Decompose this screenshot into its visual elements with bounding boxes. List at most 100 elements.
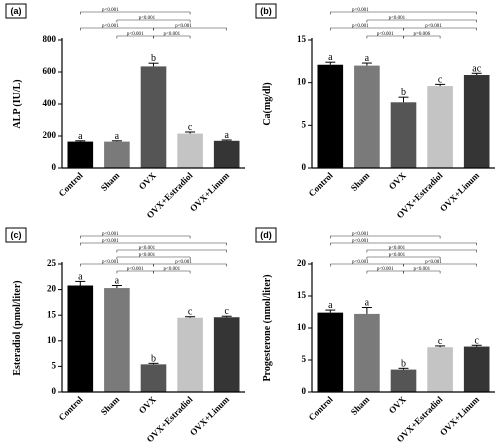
significance-letter: ac [472, 63, 481, 74]
y-tick-label: 25 [47, 258, 57, 268]
chart-panel: (c) Esteradiol (pmol/liter) 0 5 10 15 20 25 a Con… [5, 227, 245, 444]
y-tick-label: 20 [297, 258, 307, 268]
x-tick-label: Sham [99, 170, 122, 193]
significance-letter: a [78, 131, 83, 142]
p-value: p<0.001 [139, 246, 156, 251]
y-tick-label: 10 [47, 335, 57, 345]
significance-letter: a [115, 131, 120, 142]
panel-label-box [255, 3, 277, 19]
p-value: p<0.001 [377, 32, 394, 37]
bar [177, 133, 203, 168]
x-tick-label: OVX [387, 170, 409, 192]
significance-letter: c [438, 336, 443, 347]
bar [463, 346, 490, 392]
bar [104, 288, 130, 392]
y-tick-label: 800 [43, 34, 57, 44]
y-tick-label: 5 [302, 119, 307, 129]
p-value: p<0.001 [352, 24, 369, 29]
significance-letter: a [365, 53, 370, 64]
y-tick-label: 5 [52, 360, 57, 370]
p-value: p<0.001 [102, 24, 119, 29]
bar [140, 66, 167, 168]
x-tick-label: OVX+Linum [438, 394, 482, 438]
chart-panel: (d) Progesterone (nmol/liter) 0 5 10 15 20 a Con… [255, 227, 495, 444]
significance-letter: b [151, 353, 156, 364]
panel-label-box [5, 227, 27, 243]
x-tick-label: Sham [99, 394, 122, 417]
p-value: p<0.001 [425, 260, 442, 265]
x-tick-label: Control [307, 394, 336, 423]
bar [140, 364, 167, 392]
y-axis-label: Ca(mg/dl) [262, 82, 273, 125]
significance-letter: c [188, 122, 193, 133]
bar [427, 347, 453, 392]
p-value: p<0.001 [102, 260, 119, 265]
x-tick-label: OVX [387, 394, 409, 416]
bar [67, 285, 94, 392]
y-tick-label: 400 [43, 98, 57, 108]
significance-letter: a [115, 276, 120, 287]
significance-letter: b [401, 87, 406, 98]
p-value: p<0.001 [352, 260, 369, 265]
x-tick-label: OVX [137, 394, 159, 416]
x-tick-label: Sham [349, 170, 372, 193]
p-value: p<0.001 [127, 267, 144, 272]
bar [104, 141, 130, 168]
p-value: p<0.001 [164, 267, 181, 272]
p-value: p<0.001 [389, 16, 406, 21]
p-value: p<0.001 [102, 239, 119, 244]
significance-letter: c [224, 306, 229, 317]
y-tick-label: 0 [302, 386, 307, 396]
p-value: p<0.001 [175, 260, 192, 265]
p-value: p<0.001 [139, 16, 156, 21]
significance-letter: a [365, 298, 370, 309]
p-value: p<0.001 [175, 24, 192, 29]
bar [463, 74, 490, 168]
y-tick-label: 0 [52, 162, 57, 172]
y-tick-label: 0 [52, 386, 57, 396]
bar [354, 313, 380, 392]
p-value: p<0.001 [102, 232, 119, 237]
panel-label: (a) [11, 6, 22, 16]
significance-letter: c [438, 74, 443, 85]
y-tick-label: 10 [297, 77, 307, 87]
p-value: p<0.001 [352, 8, 369, 13]
x-tick-label: Control [307, 170, 336, 199]
bar [67, 141, 94, 168]
p-value: p<0.001 [127, 32, 144, 37]
y-tick-label: 600 [43, 66, 57, 76]
panel-label: (c) [11, 230, 22, 240]
panel-label: (d) [260, 230, 272, 240]
bar [317, 64, 344, 168]
p-value: p=0.006 [414, 32, 431, 37]
p-value: p<0.001 [139, 253, 156, 258]
p-value: p<0.001 [352, 239, 369, 244]
bar [354, 65, 380, 168]
y-tick-label: 15 [297, 34, 307, 44]
bar [317, 312, 344, 392]
y-axis-label: Esteradiol (pmol/liter) [12, 280, 23, 375]
y-tick-label: 200 [43, 130, 57, 140]
x-tick-label: OVX [137, 170, 159, 192]
bar [213, 317, 240, 392]
panel-label-box [5, 3, 27, 19]
bar [177, 317, 203, 392]
significance-letter: c [474, 335, 479, 346]
y-tick-label: 15 [297, 290, 307, 300]
x-tick-label: Sham [349, 394, 372, 417]
chart-panel: (b) Ca(mg/dl) 0 5 10 15 a Control a Sham b OVX c OVX+… [255, 3, 495, 220]
p-value: p<0.001 [102, 8, 119, 13]
x-tick-label: OVX+Linum [188, 394, 232, 438]
significance-letter: a [78, 271, 83, 282]
significance-letter: a [224, 130, 229, 141]
p-value: p<0.001 [164, 32, 181, 37]
p-value: p<0.001 [389, 246, 406, 251]
p-value: p<0.001 [414, 267, 431, 272]
y-tick-label: 5 [302, 354, 307, 364]
y-axis-label: Progesterone (nmol/liter) [262, 274, 273, 381]
bar [427, 86, 453, 168]
significance-letter: a [328, 300, 333, 311]
significance-letter: a [328, 52, 333, 63]
p-value: p<0.001 [425, 24, 442, 29]
